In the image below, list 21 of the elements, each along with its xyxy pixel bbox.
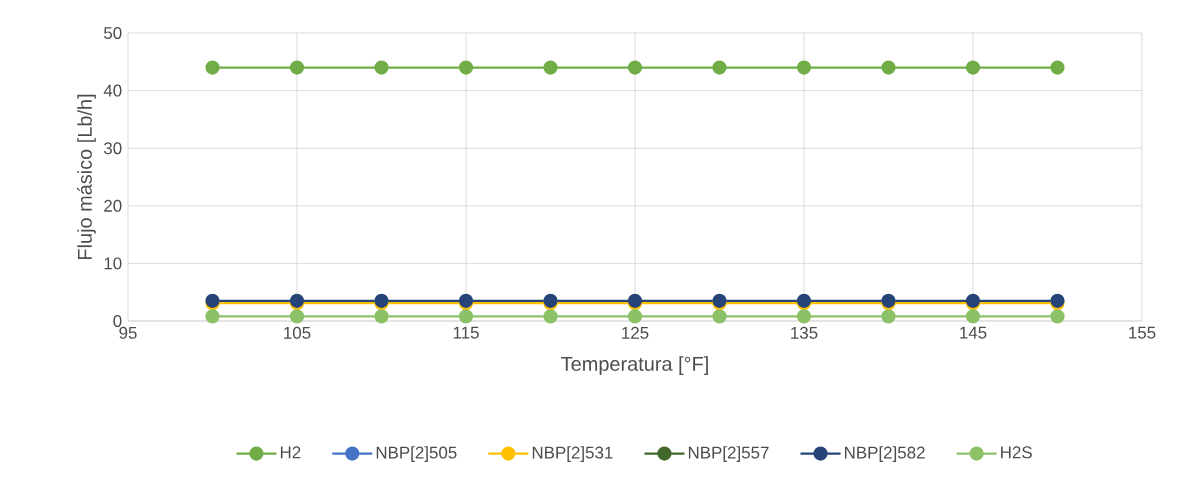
- x-tick-label: 115: [453, 326, 479, 339]
- x-tick-label: 105: [284, 326, 311, 339]
- legend-label: NBP[2]582: [845, 446, 925, 462]
- legend-label: NBP[2]505: [376, 446, 457, 462]
- legend-label: NBP[2]531: [532, 446, 613, 462]
- x-tick-label: 145: [960, 326, 987, 339]
- x-axis-title: Temperatura [°F]: [561, 356, 708, 375]
- y-tick-label: 20: [104, 199, 122, 212]
- legend-label: H2: [280, 446, 301, 459]
- y-tick-label: 30: [103, 142, 122, 155]
- y-tick-label: 50: [103, 27, 122, 39]
- x-tick-label: 135: [791, 326, 818, 339]
- y-axis-title: Flujo másico [Lb/h]: [77, 94, 96, 259]
- x-tick-label: 95: [119, 326, 137, 339]
- x-tick-label: 155: [1129, 326, 1156, 339]
- legend-label: NBP[2]557: [688, 446, 769, 462]
- y-tick-label: 40: [103, 84, 122, 97]
- x-tick-label: 125: [622, 326, 649, 339]
- y-tick-label: 10: [104, 257, 122, 270]
- legend-label: H2S: [1001, 446, 1032, 459]
- y-tick-label: 0: [113, 315, 122, 327]
